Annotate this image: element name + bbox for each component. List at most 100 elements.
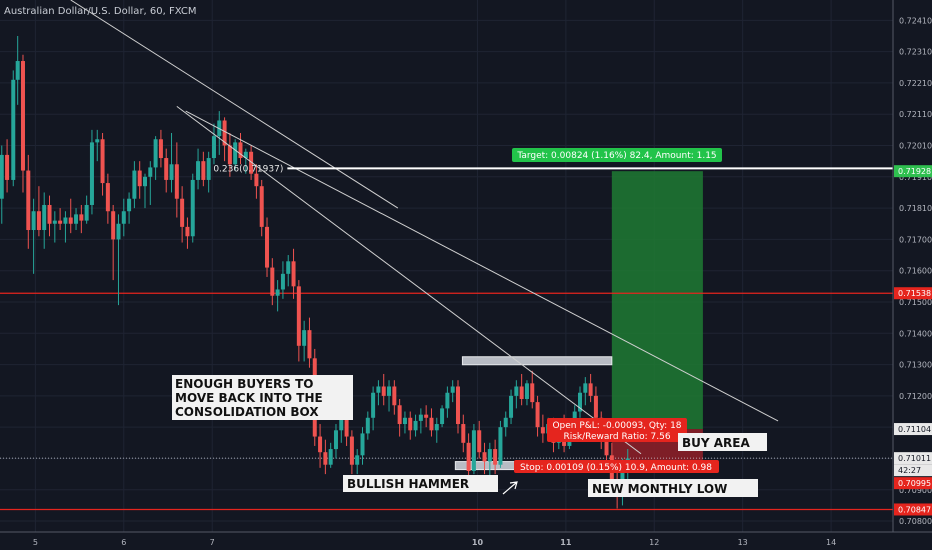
y-tick-label-1: 0.72310 xyxy=(899,48,932,57)
candle-body-16 xyxy=(84,204,89,221)
candle-body-64 xyxy=(339,417,344,431)
y-tick-label-9: 0.71500 xyxy=(899,298,932,307)
price-label-1: 0.71538 xyxy=(898,289,931,298)
stop-label-bg xyxy=(514,460,719,473)
target-zone xyxy=(611,171,703,430)
candle-body-90 xyxy=(477,430,482,453)
candle-body-31 xyxy=(164,158,169,180)
price-label-3: 0.71011 xyxy=(898,454,931,463)
candle-body-57 xyxy=(302,330,307,346)
x-tick-label-1: 6 xyxy=(121,538,126,547)
candle-body-71 xyxy=(376,386,381,393)
target-label: Target: 0.00824 (1.16%) 82.4, Amount: 1.… xyxy=(516,151,716,161)
candle-body-27 xyxy=(143,176,148,187)
candle-body-53 xyxy=(280,273,285,290)
y-tick-label-4: 0.72010 xyxy=(899,142,932,151)
y-tick-label-0: 0.72410 xyxy=(899,16,932,25)
candle-body-79 xyxy=(418,414,423,421)
fib-label: 0.236(0.71937) xyxy=(213,164,283,174)
candle-body-87 xyxy=(461,424,466,443)
price-label-bg-1 xyxy=(894,287,932,300)
candle-body-20 xyxy=(105,183,110,212)
candle-body-62 xyxy=(328,449,333,465)
y-tick-label-11: 0.71300 xyxy=(899,361,932,370)
candle-body-89 xyxy=(471,430,476,471)
candle-body-66 xyxy=(349,436,354,465)
candle-body-40 xyxy=(211,136,216,159)
candle-body-73 xyxy=(387,386,392,396)
candle-body-51 xyxy=(270,267,275,296)
candle-body-83 xyxy=(440,408,445,425)
candle-body-72 xyxy=(381,386,386,396)
y-tick-label-16: 0.70800 xyxy=(899,517,932,526)
candle-body-52 xyxy=(275,289,280,296)
candle-body-97 xyxy=(514,386,519,396)
candle-body-68 xyxy=(360,433,365,456)
price-axis[interactable]: 0.72410 0.72310 0.72210 0.72110 0.72010 0.719… xyxy=(899,16,932,526)
price-label-6: 0.70847 xyxy=(898,505,931,514)
annotation-monthly-low-bg xyxy=(588,479,758,497)
annotation-buy-area-text: BUY AREA xyxy=(682,436,750,450)
annotation-monthly-low[interactable]: NEW MONTHLY LOW xyxy=(588,479,758,497)
candle-body-42 xyxy=(222,120,227,146)
price-label-bg-6 xyxy=(894,503,932,516)
x-tick-label-3: 10 xyxy=(472,538,484,547)
candle-body-8 xyxy=(42,204,47,231)
candle-body-65 xyxy=(344,417,349,437)
candle-body-34 xyxy=(180,198,185,227)
candle-body-63 xyxy=(333,430,338,450)
trendlines xyxy=(70,0,779,455)
price-label-bg-0 xyxy=(894,165,932,178)
time-axis[interactable]: 5 6 7 10 11 12 13 14 xyxy=(33,538,836,547)
candle-body-82 xyxy=(434,424,439,431)
candle-body-93 xyxy=(493,449,498,465)
x-tick-label-6: 13 xyxy=(738,538,748,547)
price-label-bg-5 xyxy=(894,477,932,490)
x-tick-label-7: 14 xyxy=(826,538,836,547)
price-label-bg-3 xyxy=(894,452,932,465)
candle-body-111 xyxy=(588,383,593,396)
y-tick-label-6: 0.71810 xyxy=(899,204,932,213)
candle-body-60 xyxy=(318,436,323,453)
annotation-buy-area[interactable]: BUY AREA xyxy=(678,433,767,451)
candle-body-91 xyxy=(482,452,487,462)
candle-body-24 xyxy=(127,198,132,212)
candle-body-102 xyxy=(540,427,545,434)
annotation-buyers[interactable]: ENOUGH BUYERS TO MOVE BACK INTO THE CONS… xyxy=(172,375,353,420)
grid-lines xyxy=(0,0,893,532)
candle-body-45 xyxy=(238,142,243,159)
annotation-buy-area-bg xyxy=(678,433,767,451)
candle-body-86 xyxy=(455,386,460,425)
candle-body-61 xyxy=(323,452,328,465)
box-edge-0[interactable] xyxy=(461,356,613,366)
candle-body-44 xyxy=(233,142,238,165)
trendline-0[interactable] xyxy=(70,0,399,209)
candle-body-26 xyxy=(137,170,142,187)
x-tick-label-5: 12 xyxy=(649,538,659,547)
candle-body-84 xyxy=(445,392,450,409)
annotation-hammer[interactable]: BULLISH HAMMER xyxy=(343,475,498,492)
candle-body-33 xyxy=(174,164,179,199)
horizontal-levels xyxy=(0,292,893,511)
candle-body-70 xyxy=(371,392,376,418)
candle-body-39 xyxy=(206,158,211,180)
price-label-4: 42:27 xyxy=(898,466,921,475)
candle-body-9 xyxy=(47,204,52,224)
price-label-5: 0.70995 xyxy=(898,479,931,488)
candle-body-22 xyxy=(116,223,121,240)
trendline-2[interactable] xyxy=(185,110,779,422)
candle-body-17 xyxy=(89,142,94,205)
fib-level: 0.236(0.71937) xyxy=(213,164,893,174)
candle-body-43 xyxy=(227,145,232,165)
candle-body-69 xyxy=(365,417,370,434)
annotations: ENOUGH BUYERS TO MOVE BACK INTO THE CONS… xyxy=(172,375,767,497)
annotation-hammer-text: BULLISH HAMMER xyxy=(347,477,469,491)
y-tick-label-3: 0.72110 xyxy=(899,110,932,119)
candle-body-88 xyxy=(466,442,471,471)
trendline-1[interactable] xyxy=(176,105,642,455)
pnl-label: Open P&L: -0.00093, Qty: 18 xyxy=(552,421,681,431)
candle-body-36 xyxy=(190,179,195,237)
candle-body-0 xyxy=(0,154,4,199)
chart-title: Australian Dollar/U.S. Dollar, 60, FXCM xyxy=(4,6,196,17)
